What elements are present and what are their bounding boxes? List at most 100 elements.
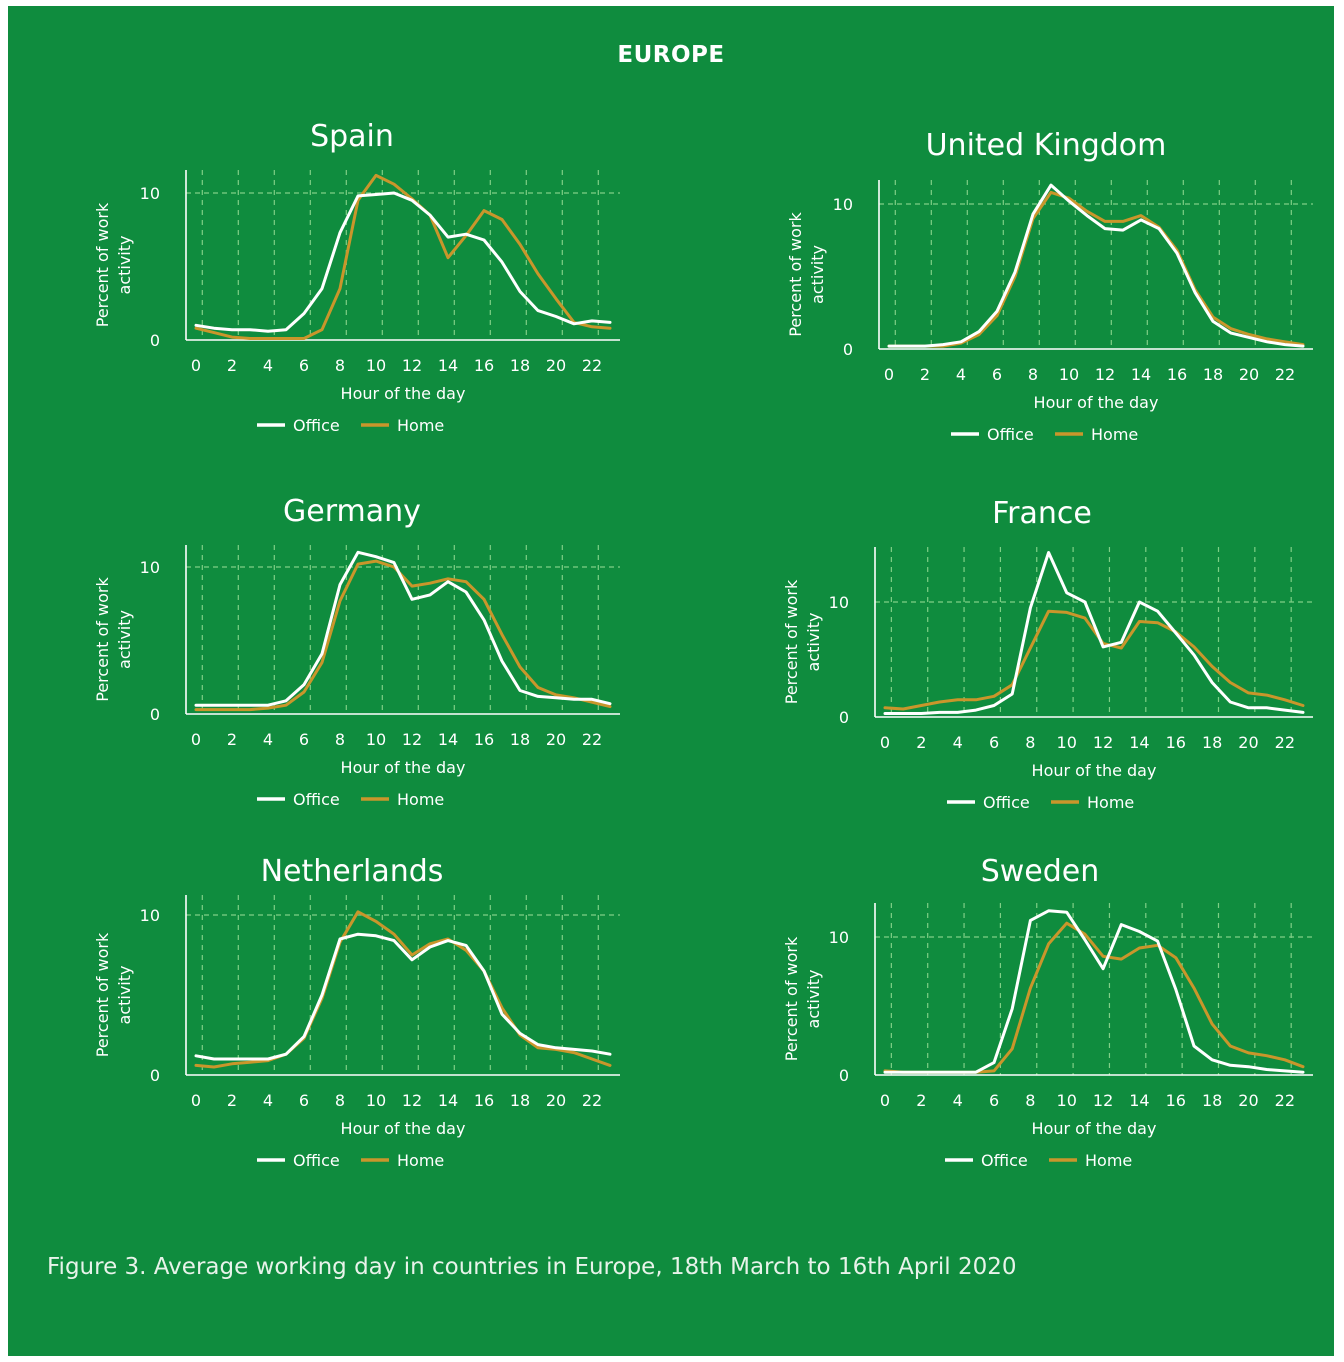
y-axis-label: Percent of work: [782, 936, 801, 1061]
x-tick-label: 2: [916, 733, 926, 752]
y-tick-label: 0: [150, 705, 160, 724]
x-tick-label: 2: [916, 1091, 926, 1110]
legend-label-home: Home: [397, 1151, 444, 1170]
y-tick-label: 10: [140, 906, 160, 925]
x-tick-label: 20: [1238, 1091, 1258, 1110]
x-tick-label: 0: [191, 1091, 201, 1110]
x-tick-label: 14: [438, 730, 458, 749]
x-tick-label: 14: [438, 356, 458, 375]
x-tick-label: 16: [1166, 1091, 1186, 1110]
series-line-office: [883, 551, 1305, 715]
series-line-home: [883, 609, 1305, 711]
legend-label-home: Home: [1091, 425, 1138, 444]
x-tick-label: 22: [1275, 1091, 1295, 1110]
x-tick-label: 12: [402, 1091, 422, 1110]
x-tick-label: 18: [1202, 733, 1222, 752]
chart-title: Germany: [283, 494, 421, 529]
x-tick-label: 16: [474, 356, 494, 375]
x-tick-label: 2: [227, 356, 237, 375]
x-tick-label: 12: [402, 730, 422, 749]
series-line-office: [194, 932, 612, 1061]
x-tick-label: 6: [989, 1091, 999, 1110]
region-header: EUROPE: [617, 42, 725, 68]
legend-label-home: Home: [397, 790, 444, 809]
series-line-home: [887, 190, 1305, 348]
y-tick-label: 10: [833, 195, 853, 214]
legend-label-office: Office: [987, 425, 1034, 444]
series-line-office: [887, 183, 1305, 348]
series-line-home: [883, 921, 1305, 1074]
x-tick-label: 4: [953, 1091, 963, 1110]
legend-label-office: Office: [293, 416, 340, 435]
figure-caption: Figure 3. Average working day in countri…: [47, 1254, 1017, 1280]
x-tick-label: 22: [582, 730, 602, 749]
x-tick-label: 10: [366, 730, 386, 749]
x-tick-label: 18: [1203, 365, 1223, 384]
x-tick-label: 10: [366, 356, 386, 375]
x-tick-label: 12: [1093, 1091, 1113, 1110]
x-tick-label: 4: [263, 730, 273, 749]
x-tick-label: 8: [335, 1091, 345, 1110]
y-tick-label: 0: [839, 1066, 849, 1085]
chart-title: United Kingdom: [926, 128, 1167, 163]
y-axis-label: Percent of work: [93, 202, 112, 327]
series-line-office: [194, 191, 612, 333]
x-tick-label: 16: [1167, 365, 1187, 384]
x-tick-label: 20: [546, 1091, 566, 1110]
x-tick-label: 14: [1129, 733, 1149, 752]
legend-label-home: Home: [397, 416, 444, 435]
y-tick-label: 10: [140, 558, 160, 577]
y-tick-label: 10: [829, 928, 849, 947]
x-axis-label: Hour of the day: [341, 758, 466, 777]
x-tick-label: 20: [546, 730, 566, 749]
x-tick-label: 2: [227, 1091, 237, 1110]
y-axis-label: Percent of work: [786, 212, 805, 337]
legend-label-office: Office: [983, 793, 1030, 812]
x-tick-label: 0: [880, 733, 890, 752]
x-tick-label: 12: [402, 356, 422, 375]
legend-label-home: Home: [1087, 793, 1134, 812]
x-axis-label: Hour of the day: [341, 384, 466, 403]
series-line-home: [194, 173, 612, 340]
y-axis-label: activity: [115, 610, 134, 669]
x-tick-label: 18: [510, 356, 530, 375]
legend-label-office: Office: [981, 1151, 1028, 1170]
series-line-office: [883, 909, 1305, 1074]
x-tick-label: 0: [884, 365, 894, 384]
legend-label-office: Office: [293, 790, 340, 809]
x-tick-label: 4: [263, 1091, 273, 1110]
y-axis-label: Percent of work: [782, 579, 801, 704]
x-tick-label: 12: [1093, 733, 1113, 752]
chart-title: Sweden: [981, 854, 1100, 889]
x-tick-label: 18: [1202, 1091, 1222, 1110]
x-tick-label: 0: [191, 730, 201, 749]
legend-label-home: Home: [1085, 1151, 1132, 1170]
x-tick-label: 14: [1129, 1091, 1149, 1110]
y-axis-label: activity: [804, 613, 823, 672]
y-tick-label: 0: [150, 331, 160, 350]
y-tick-label: 10: [829, 593, 849, 612]
x-tick-label: 10: [366, 1091, 386, 1110]
y-axis-label: activity: [115, 236, 134, 295]
x-axis-label: Hour of the day: [341, 1119, 466, 1138]
series-line-home: [194, 559, 612, 712]
x-tick-label: 16: [1166, 733, 1186, 752]
y-axis-label: activity: [804, 970, 823, 1029]
y-axis-label: activity: [808, 245, 827, 304]
y-tick-label: 10: [140, 184, 160, 203]
x-tick-label: 6: [299, 1091, 309, 1110]
x-axis-label: Hour of the day: [1032, 1119, 1157, 1138]
x-tick-label: 16: [474, 730, 494, 749]
x-tick-label: 8: [1025, 733, 1035, 752]
x-tick-label: 18: [510, 1091, 530, 1110]
x-tick-label: 22: [582, 356, 602, 375]
x-tick-label: 14: [438, 1091, 458, 1110]
x-tick-label: 4: [263, 356, 273, 375]
figure-panel: EUROPE Figure 3. Average working day in …: [8, 6, 1334, 1356]
chart-title: France: [992, 496, 1092, 531]
x-tick-label: 20: [546, 356, 566, 375]
x-tick-label: 8: [1028, 365, 1038, 384]
x-tick-label: 2: [227, 730, 237, 749]
x-tick-label: 22: [582, 1091, 602, 1110]
